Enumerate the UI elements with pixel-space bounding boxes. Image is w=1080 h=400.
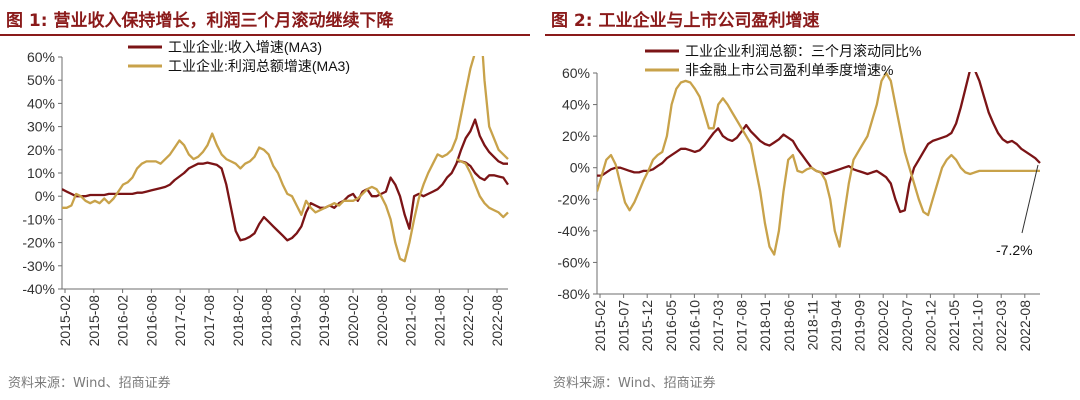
title-rule-2 [545, 34, 1075, 36]
legend-label: 非金融上市公司盈利单季度增速% [685, 62, 893, 78]
x-tick-label: 2016-02 [115, 295, 131, 347]
x-tick-label: 2020-07 [899, 300, 915, 352]
series-line-3 [455, 158, 509, 219]
x-tick-label: 2017-03 [710, 300, 726, 352]
x-tick-label: 2018-08 [259, 295, 275, 347]
series-line-1 [62, 56, 509, 263]
x-tick-label: 2022-08 [489, 295, 505, 347]
chart-panel-2: 图 2: 工业企业与上市公司盈利增速 -80% -60% -40% -20% 0% 20%… [545, 0, 1075, 400]
x-tick-label: 2022-02 [460, 295, 476, 347]
x-tick-label: 2022-03 [993, 300, 1009, 352]
y-tick-label: -10% [22, 211, 55, 227]
chart-2-svg: -80% -60% -40% -20% 0% 20% 40% 60% 2015-02 2015-0… [557, 43, 1041, 352]
legend-label: 工业企业:利润总额增速(MA3) [168, 58, 350, 74]
annotation-label: -7.2% [996, 242, 1033, 258]
x-tick-label: 2021-05 [946, 300, 962, 352]
y-tick-label: -20% [22, 235, 55, 251]
legend-label: 工业企业:收入增速(MA3) [168, 39, 322, 55]
x-tick-label: 2021-08 [431, 295, 447, 347]
x-tick-label: 2016-05 [663, 300, 679, 352]
y-tick-label: -20% [557, 191, 590, 207]
x-tick-label: 2021-10 [970, 300, 986, 352]
y-tick-label: 0% [570, 160, 590, 176]
y-tick-label: 40% [27, 95, 55, 111]
figure-title-1: 图 1: 营业收入保持增长，利润三个月滚动继续下降 [6, 11, 394, 31]
x-tick-label: 2019-09 [852, 300, 868, 352]
y-tick-label: 40% [562, 97, 590, 113]
y-tick-label: -80% [557, 286, 590, 302]
x-tick-label: 2018-06 [781, 300, 797, 352]
chart-panel-1: 图 1: 营业收入保持增长，利润三个月滚动继续下降 -40% -30% -20% -1… [0, 0, 530, 400]
y-tick-label: -40% [557, 223, 590, 239]
x-tick-label: 2020-02 [875, 300, 891, 352]
series-line-2 [456, 160, 509, 186]
source-note-1: 资料来源：Wind、招商证券 [8, 376, 171, 391]
x-tick-label: 2018-01 [757, 300, 773, 352]
x-tick-label: 2015-02 [57, 295, 73, 347]
x-tick-label: 2022-08 [1017, 300, 1033, 352]
x-tick-label: 2017-08 [734, 300, 750, 352]
chart-1-svg: -40% -30% -20% -10% 0% 10% 20% 30% 40% 50% 60% 2015… [22, 39, 509, 347]
y-tick-label: -30% [22, 258, 55, 274]
y-tick-label: 10% [27, 165, 55, 181]
source-note-2: 资料来源：Wind、招商证券 [553, 376, 716, 391]
y-tick-label: 60% [562, 65, 590, 81]
x-tick-label: 2019-02 [287, 295, 303, 347]
y-tick-label: 0% [35, 188, 55, 204]
x-tick-label: 2019-04 [828, 300, 844, 352]
x-tick-label: 2015-08 [86, 295, 102, 347]
x-tick-label: 2015-12 [639, 300, 655, 352]
legend-label: 工业企业利润总额：三个月滚动同比% [685, 43, 921, 59]
x-tick-label: 2021-02 [403, 295, 419, 347]
x-tick-label: 2016-10 [686, 300, 702, 352]
series-line-1 [597, 72, 1040, 256]
y-tick-label: 60% [27, 49, 55, 65]
annotation-leader [1021, 164, 1039, 234]
x-tick-label: 2017-02 [172, 295, 188, 347]
x-tick-label: 2020-02 [345, 295, 361, 347]
series-line-0 [62, 118, 508, 242]
y-tick-label: -60% [557, 254, 590, 270]
y-tick-label: 50% [27, 72, 55, 88]
y-tick-label: 30% [27, 119, 55, 135]
x-tick-label: 2018-11 [804, 300, 820, 351]
y-tick-label: -40% [22, 281, 55, 297]
figure-title-2: 图 2: 工业企业与上市公司盈利增速 [551, 11, 820, 31]
series-group [62, 56, 509, 263]
x-tick-label: 2020-12 [922, 300, 938, 352]
x-tick-label: 2019-08 [316, 295, 332, 347]
x-tick-label: 2015-07 [616, 300, 632, 352]
y-tick-label: 20% [27, 142, 55, 158]
series-line-0 [597, 72, 1041, 214]
y-tick-label: 20% [562, 128, 590, 144]
x-tick-label: 2015-02 [592, 300, 608, 352]
x-tick-label: 2016-08 [143, 295, 159, 347]
x-tick-label: 2018-02 [230, 295, 246, 347]
title-rule-1 [0, 34, 530, 36]
series-group [597, 72, 1041, 256]
x-tick-label: 2017-08 [201, 295, 217, 347]
x-tick-label: 2020-08 [374, 295, 390, 347]
